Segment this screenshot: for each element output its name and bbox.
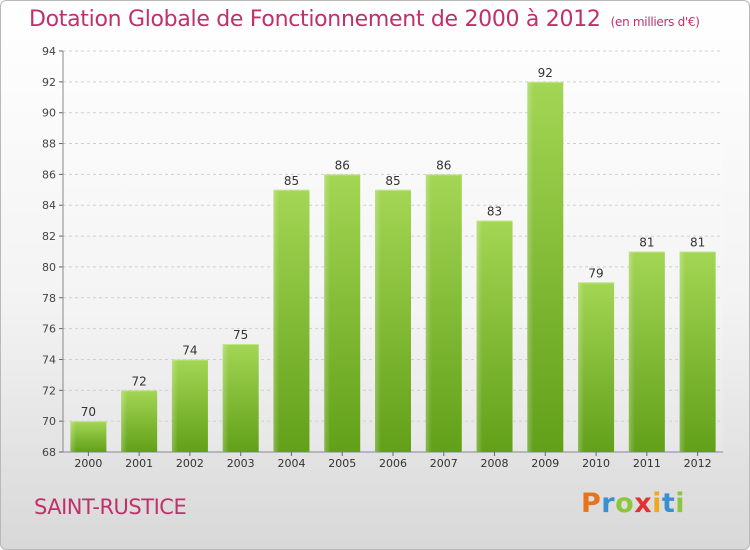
bar-highlight xyxy=(324,174,331,452)
logo-letter: t xyxy=(661,488,676,519)
y-tick-label: 88 xyxy=(42,138,56,151)
y-tick-label: 80 xyxy=(42,261,56,274)
bar-highlight xyxy=(70,421,77,452)
y-tick-label: 92 xyxy=(42,76,56,89)
value-label: 72 xyxy=(132,374,147,388)
x-tick-label: 2005 xyxy=(328,457,356,470)
y-tick-label: 76 xyxy=(42,323,56,336)
chart-title: Dotation Globale de Fonctionnement de 20… xyxy=(29,7,700,32)
chart-subtitle: (en milliers d'€) xyxy=(610,15,700,29)
y-tick-label: 84 xyxy=(42,199,56,212)
bar-highlight xyxy=(425,174,432,452)
proxiti-logo: Proxiti xyxy=(581,488,685,519)
x-tick-label: 2003 xyxy=(227,457,255,470)
y-tick-label: 70 xyxy=(42,415,56,428)
value-label: 92 xyxy=(538,66,553,80)
logo-letter: P xyxy=(581,488,602,519)
value-label: 83 xyxy=(487,205,502,219)
x-tick-label: 2012 xyxy=(684,457,712,470)
x-tick-label: 2009 xyxy=(531,457,559,470)
value-label: 79 xyxy=(588,266,603,280)
x-tick-label: 2001 xyxy=(125,457,153,470)
x-tick-label: 2007 xyxy=(430,457,458,470)
value-label: 81 xyxy=(639,236,654,250)
value-label: 75 xyxy=(233,328,248,342)
bar-highlight xyxy=(628,251,635,452)
value-label: 86 xyxy=(335,158,350,172)
value-label: 81 xyxy=(690,236,705,250)
title-text: Dotation Globale de Fonctionnement de 20… xyxy=(29,7,601,32)
logo-letter: x xyxy=(634,488,653,519)
x-tick-label: 2008 xyxy=(481,457,509,470)
bar-highlight xyxy=(527,81,534,452)
logo-letter: i xyxy=(675,488,686,519)
y-tick-label: 90 xyxy=(42,107,56,120)
bar-highlight xyxy=(375,189,381,453)
x-tick-label: 2000 xyxy=(74,457,102,470)
value-label: 70 xyxy=(81,405,96,419)
bar-highlight xyxy=(578,282,585,452)
x-tick-label: 2004 xyxy=(277,457,305,470)
bar-highlight xyxy=(476,220,483,452)
y-tick-label: 78 xyxy=(42,292,56,305)
y-tick-label: 86 xyxy=(42,168,56,181)
bar-highlight xyxy=(222,344,229,452)
label-layer: 68 70 72 74 76 78 80 82 84 86 88 90 92 94 70 2000 72 2001… xyxy=(42,45,712,470)
logo-letter: i xyxy=(652,488,662,519)
value-label: 74 xyxy=(182,343,197,357)
bar-highlight xyxy=(679,251,686,452)
value-label: 85 xyxy=(284,174,299,188)
y-tick-label: 74 xyxy=(42,353,56,366)
value-label: 85 xyxy=(385,174,400,188)
y-tick-label: 68 xyxy=(42,446,56,459)
bar-layer xyxy=(70,81,716,453)
logo-letter: r xyxy=(601,488,616,519)
x-tick-label: 2006 xyxy=(379,457,407,470)
x-tick-label: 2002 xyxy=(176,457,204,470)
y-tick-label: 82 xyxy=(42,230,56,243)
value-label: 86 xyxy=(436,158,451,172)
bar-highlight xyxy=(121,390,128,452)
y-tick-label: 94 xyxy=(42,45,56,58)
commune-name: SAINT-RUSTICE xyxy=(34,495,187,519)
bar-highlight xyxy=(171,359,178,452)
y-tick-label: 72 xyxy=(42,384,56,397)
bar-highlight xyxy=(273,189,280,453)
x-tick-label: 2011 xyxy=(633,457,661,470)
x-tick-label: 2010 xyxy=(582,457,610,470)
logo-letter: o xyxy=(615,488,635,519)
